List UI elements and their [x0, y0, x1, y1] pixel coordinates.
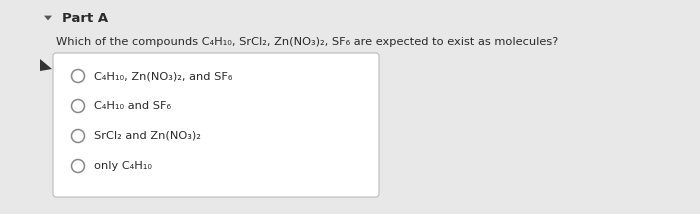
- Circle shape: [71, 129, 85, 143]
- Text: only C₄H₁₀: only C₄H₁₀: [94, 161, 152, 171]
- Text: C₄H₁₀ and SF₆: C₄H₁₀ and SF₆: [94, 101, 171, 111]
- Text: SrCl₂ and Zn(NO₃)₂: SrCl₂ and Zn(NO₃)₂: [94, 131, 201, 141]
- Text: Which of the compounds C₄H₁₀, SrCl₂, Zn(NO₃)₂, SF₆ are expected to exist as mole: Which of the compounds C₄H₁₀, SrCl₂, Zn(…: [56, 37, 559, 47]
- Text: Part A: Part A: [62, 12, 108, 24]
- Polygon shape: [40, 59, 52, 71]
- Circle shape: [71, 159, 85, 172]
- Circle shape: [71, 100, 85, 113]
- Circle shape: [71, 70, 85, 83]
- Text: C₄H₁₀, Zn(NO₃)₂, and SF₆: C₄H₁₀, Zn(NO₃)₂, and SF₆: [94, 71, 232, 81]
- Polygon shape: [44, 16, 52, 20]
- FancyBboxPatch shape: [53, 53, 379, 197]
